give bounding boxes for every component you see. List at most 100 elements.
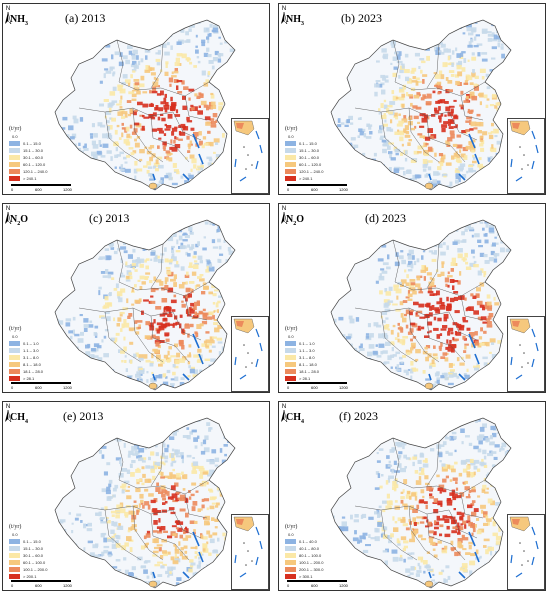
south-china-sea-inset xyxy=(507,514,545,590)
province-border xyxy=(380,307,450,317)
scale-segment xyxy=(26,184,41,186)
legend-item: 120.1 – 240.0 xyxy=(285,168,323,175)
hainan-island xyxy=(424,382,434,390)
gas-label: N2O xyxy=(10,214,28,227)
legend-zero-class: 0.0 xyxy=(288,532,294,537)
legend-item: 40.1 – 80.0 xyxy=(285,545,323,552)
province-border xyxy=(426,243,440,289)
province-border xyxy=(132,307,164,363)
legend-label: 30.1 – 60.0 xyxy=(23,553,44,558)
legend-item: 60.1 – 120.0 xyxy=(285,161,323,168)
country-outline xyxy=(54,219,236,391)
map-legend: (t/yr) 0.0 0.1 – 1.0 1.1 – 3.0 3.1 – 8.0 8.1 … xyxy=(9,326,43,382)
scale-label: 1200 xyxy=(339,385,348,390)
scale-segment xyxy=(11,580,26,582)
boundary-dash xyxy=(192,333,200,349)
province-border xyxy=(150,115,190,163)
province-border xyxy=(460,493,484,519)
province-border xyxy=(132,107,164,163)
scale-label: 600 xyxy=(311,583,318,588)
legend-swatch xyxy=(285,567,296,572)
boundary-dash xyxy=(474,353,480,365)
panel-title: (a) 2013 xyxy=(65,11,106,25)
gas-label: NH3 xyxy=(10,14,28,27)
province-border xyxy=(104,111,142,163)
inset-map xyxy=(233,318,263,380)
map-panel: CH4 (e) 2013 N (t/yr) 0.0 0.1 – 15.0 15.1 – 30… xyxy=(2,401,270,591)
legend-label: > 300.1 xyxy=(299,574,313,579)
south-china-sea-inset xyxy=(507,118,545,194)
legend-label: 15.1 – 30.0 xyxy=(299,148,320,153)
legend-swatch xyxy=(285,574,296,579)
legend-swatch xyxy=(9,348,20,353)
legend-swatch xyxy=(285,560,296,565)
boundary-dash xyxy=(428,173,432,181)
svg-text:N: N xyxy=(6,6,10,12)
legend-label: 80.1 – 100.0 xyxy=(299,553,322,558)
scale-segment xyxy=(26,382,41,384)
province-border xyxy=(392,39,400,83)
mainland-area xyxy=(55,220,235,390)
legend-item: 60.1 – 100.0 xyxy=(9,559,47,566)
province-border xyxy=(118,479,210,495)
legend-unit: (t/yr) xyxy=(285,126,298,132)
province-border xyxy=(104,107,174,117)
scale-bar: 0 600 1200 xyxy=(287,184,348,194)
legend-swatch xyxy=(9,362,20,367)
boundary-dash xyxy=(474,551,480,563)
inset-map xyxy=(233,516,263,578)
gas-suffix: O xyxy=(296,214,305,225)
legend-item: 200.1 – 300.0 xyxy=(285,566,323,573)
gas-symbol: N xyxy=(10,214,18,225)
scale-segment xyxy=(302,184,317,186)
legend-item: 80.1 – 100.0 xyxy=(285,552,323,559)
legend-unit: (t/yr) xyxy=(285,524,298,530)
legend-label: 60.1 – 120.0 xyxy=(299,162,322,167)
legend-item: 8.1 – 18.0 xyxy=(285,361,319,368)
south-china-sea-inset xyxy=(231,514,269,590)
legend-swatch xyxy=(9,169,20,174)
legend-item: 100.1 – 200.0 xyxy=(9,566,47,573)
legend-label: 0.1 – 40.0 xyxy=(299,539,317,544)
gas-label: CH4 xyxy=(10,412,28,425)
province-border xyxy=(78,505,106,511)
map-legend: (t/yr) 0.0 0.1 – 15.0 15.1 – 30.0 30.1 – 60.… xyxy=(285,126,323,182)
scale-segment xyxy=(302,580,317,582)
emission-map xyxy=(330,219,512,391)
legend-unit: (t/yr) xyxy=(285,326,298,332)
gas-subscript: 2 xyxy=(293,221,297,227)
emission-map xyxy=(54,417,236,589)
map-legend: (t/yr) 0.0 0.1 – 15.0 15.1 – 30.0 30.1 – 60.… xyxy=(9,126,47,182)
legend-item: 0.1 – 1.0 xyxy=(9,340,43,347)
legend-label: > 28.1 xyxy=(23,376,35,381)
boundary-dash xyxy=(474,153,480,165)
scale-label: 1200 xyxy=(339,583,348,588)
legend-swatch xyxy=(9,155,20,160)
scale-segment xyxy=(317,382,347,384)
legend-item: 0.1 – 15.0 xyxy=(285,140,323,147)
province-border xyxy=(394,81,486,97)
province-border xyxy=(118,281,210,297)
scale-label: 1200 xyxy=(63,187,72,192)
province-border xyxy=(150,315,190,363)
boundary-dash xyxy=(152,571,156,579)
panel-title: (b) 2023 xyxy=(341,11,382,25)
province-border xyxy=(380,505,450,515)
south-china-sea-inset xyxy=(231,118,269,194)
boundary-dash xyxy=(468,133,476,149)
legend-item: 0.1 – 40.0 xyxy=(285,538,323,545)
legend-swatch xyxy=(9,341,20,346)
province-border xyxy=(184,295,208,321)
scale-label: 600 xyxy=(311,187,318,192)
panel-title: (f) 2023 xyxy=(339,409,378,423)
north-arrow-icon: N xyxy=(5,404,12,423)
legend-swatch xyxy=(285,362,296,367)
map-panel: N2O (c) 2013 N (t/yr) 0.0 0.1 – 1.0 1.1 – 3.0 3… xyxy=(2,203,270,393)
legend-swatch xyxy=(285,176,296,181)
legend-label: > 240.1 xyxy=(299,176,313,181)
scale-segment xyxy=(41,382,71,384)
legend-label: 18.1 – 28.0 xyxy=(299,369,320,374)
legend-label: 1.1 – 3.0 xyxy=(23,348,39,353)
boundary-dash xyxy=(198,153,204,165)
legend-label: 120.1 – 240.0 xyxy=(23,169,48,174)
